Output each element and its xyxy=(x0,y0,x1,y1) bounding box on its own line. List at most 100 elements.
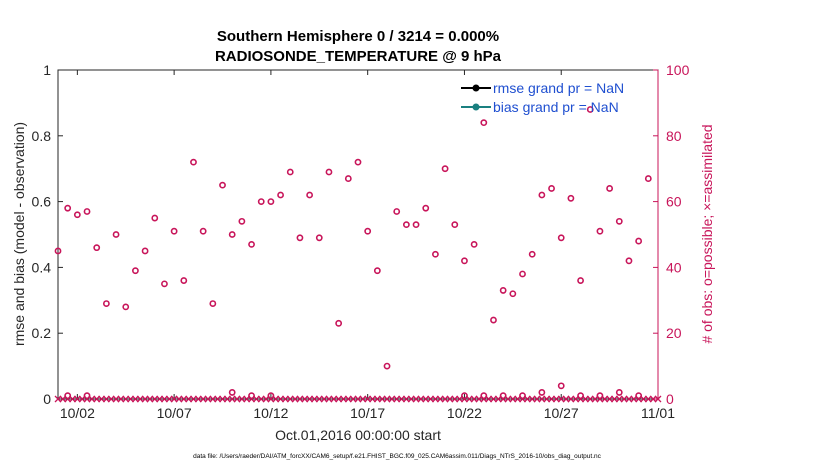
possible-obs-point-low xyxy=(596,392,604,400)
possible-obs-point xyxy=(180,277,188,284)
y-axis-left: 0 0.2 0.4 0.6 0.8 1 xyxy=(32,62,63,407)
y-tick-label: 0.4 xyxy=(32,259,52,275)
possible-obs-point xyxy=(315,234,323,242)
possible-obs-point xyxy=(93,244,101,252)
possible-obs-point xyxy=(219,181,226,189)
possible-obs-point xyxy=(102,300,110,307)
legend-rmse-marker xyxy=(472,84,480,92)
possible-obs-point xyxy=(373,267,381,275)
possible-obs-point xyxy=(209,300,217,307)
possible-obs-point xyxy=(364,227,372,235)
x-tick-label: 10/22 xyxy=(447,405,482,421)
possible-obs-point-low xyxy=(615,389,623,396)
x-tick-label: 10/07 xyxy=(157,405,192,421)
possible-obs-point xyxy=(451,221,459,229)
possible-obs-point xyxy=(490,316,497,324)
possible-obs-point-low xyxy=(577,392,584,400)
possible-obs-point xyxy=(64,204,72,212)
possible-obs-point-low xyxy=(519,392,526,400)
y-tick-label: 0.6 xyxy=(32,194,52,210)
possible-obs-point xyxy=(538,191,546,199)
legend-rmse-label: rmse grand pr = NaN xyxy=(493,80,624,96)
possible-obs-point xyxy=(596,227,604,235)
possible-obs-point xyxy=(335,319,343,327)
possible-obs-point-low xyxy=(538,389,546,396)
possible-obs-point xyxy=(480,119,488,127)
possible-obs-point xyxy=(586,106,594,113)
y2-tick-label: 100 xyxy=(666,62,690,78)
y2-tick-label: 0 xyxy=(666,391,674,407)
possible-obs-point xyxy=(441,165,449,173)
possible-obs-point-low xyxy=(228,389,236,396)
y-axis-right: 0 20 40 60 80 100 xyxy=(653,62,690,407)
possible-obs-point xyxy=(577,277,584,284)
x-tick-label: 10/02 xyxy=(60,405,95,421)
possible-obs-point-low xyxy=(557,382,565,390)
possible-obs-point xyxy=(286,168,294,176)
possible-obs-point xyxy=(606,185,614,192)
possible-obs-point xyxy=(122,303,130,311)
y2-axis-label: # of obs: o=possible; ×=assimilated xyxy=(699,124,715,343)
plot-area xyxy=(57,69,659,400)
y2-tick-label: 80 xyxy=(666,128,682,144)
possible-obs-point xyxy=(112,231,120,238)
possible-obs-point xyxy=(509,290,517,298)
possible-obs-point xyxy=(528,250,536,258)
x-tick-label: 10/12 xyxy=(253,405,288,421)
assimilated-obs-series xyxy=(54,395,662,403)
data-file-footer: data file: /Users/raeder/DAI/ATM_forcXX/… xyxy=(193,453,602,460)
possible-obs-point xyxy=(190,158,197,166)
possible-obs-point xyxy=(306,191,314,199)
possible-obs-point-low xyxy=(461,392,468,400)
possible-obs-point xyxy=(73,211,81,219)
possible-obs-point xyxy=(432,250,439,258)
possible-obs-point xyxy=(83,208,91,215)
possible-obs-point xyxy=(267,198,275,205)
possible-obs-point xyxy=(238,217,246,225)
possible-obs-point xyxy=(132,267,139,275)
possible-obs-point xyxy=(228,231,236,238)
x-tick-label: 10/17 xyxy=(350,405,385,421)
possible-obs-point xyxy=(170,227,178,235)
possible-obs-point xyxy=(54,247,62,255)
x-tick-label: 10/27 xyxy=(544,405,579,421)
x-axis-label: Oct.01,2016 00:00:00 start xyxy=(275,427,441,443)
possible-obs-point xyxy=(461,257,468,265)
y-tick-label: 0.2 xyxy=(32,325,52,341)
possible-obs-point xyxy=(199,227,207,235)
possible-obs-point xyxy=(393,208,401,215)
possible-obs-series xyxy=(54,106,652,400)
y2-tick-label: 60 xyxy=(666,194,682,210)
y-tick-label: 0.8 xyxy=(32,128,52,144)
possible-obs-point xyxy=(615,217,623,225)
possible-obs-point-low xyxy=(267,392,275,400)
y-tick-label: 0 xyxy=(43,391,51,407)
legend: rmse grand pr = NaN bias grand pr = NaN xyxy=(461,80,624,115)
possible-obs-point xyxy=(402,221,410,229)
possible-obs-point-low xyxy=(635,392,643,400)
possible-obs-point xyxy=(141,247,149,255)
legend-bias-marker xyxy=(472,103,480,111)
possible-obs-point-low xyxy=(83,392,91,400)
possible-obs-point xyxy=(257,198,265,205)
x-tick-label: 11/01 xyxy=(641,405,675,421)
possible-obs-point xyxy=(383,362,391,370)
possible-obs-point xyxy=(635,237,643,245)
assimilated-obs-marker xyxy=(654,395,662,403)
possible-obs-point xyxy=(644,175,652,182)
possible-obs-point xyxy=(567,194,575,202)
possible-obs-point xyxy=(325,168,333,176)
y2-tick-label: 20 xyxy=(666,325,682,341)
legend-bias-label: bias grand pr = NaN xyxy=(493,99,619,115)
possible-obs-point xyxy=(412,221,420,229)
chart-subtitle: RADIOSONDE_TEMPERATURE @ 9 hPa xyxy=(215,48,502,65)
y2-tick-label: 40 xyxy=(666,259,682,275)
possible-obs-point xyxy=(296,234,304,242)
possible-obs-point xyxy=(422,204,430,212)
possible-obs-point-low xyxy=(480,392,488,400)
possible-obs-point xyxy=(499,287,507,294)
possible-obs-point xyxy=(519,270,526,278)
possible-obs-point xyxy=(151,214,159,222)
possible-obs-point xyxy=(248,240,255,248)
y-axis-label: rmse and bias (model - observation) xyxy=(11,122,27,346)
